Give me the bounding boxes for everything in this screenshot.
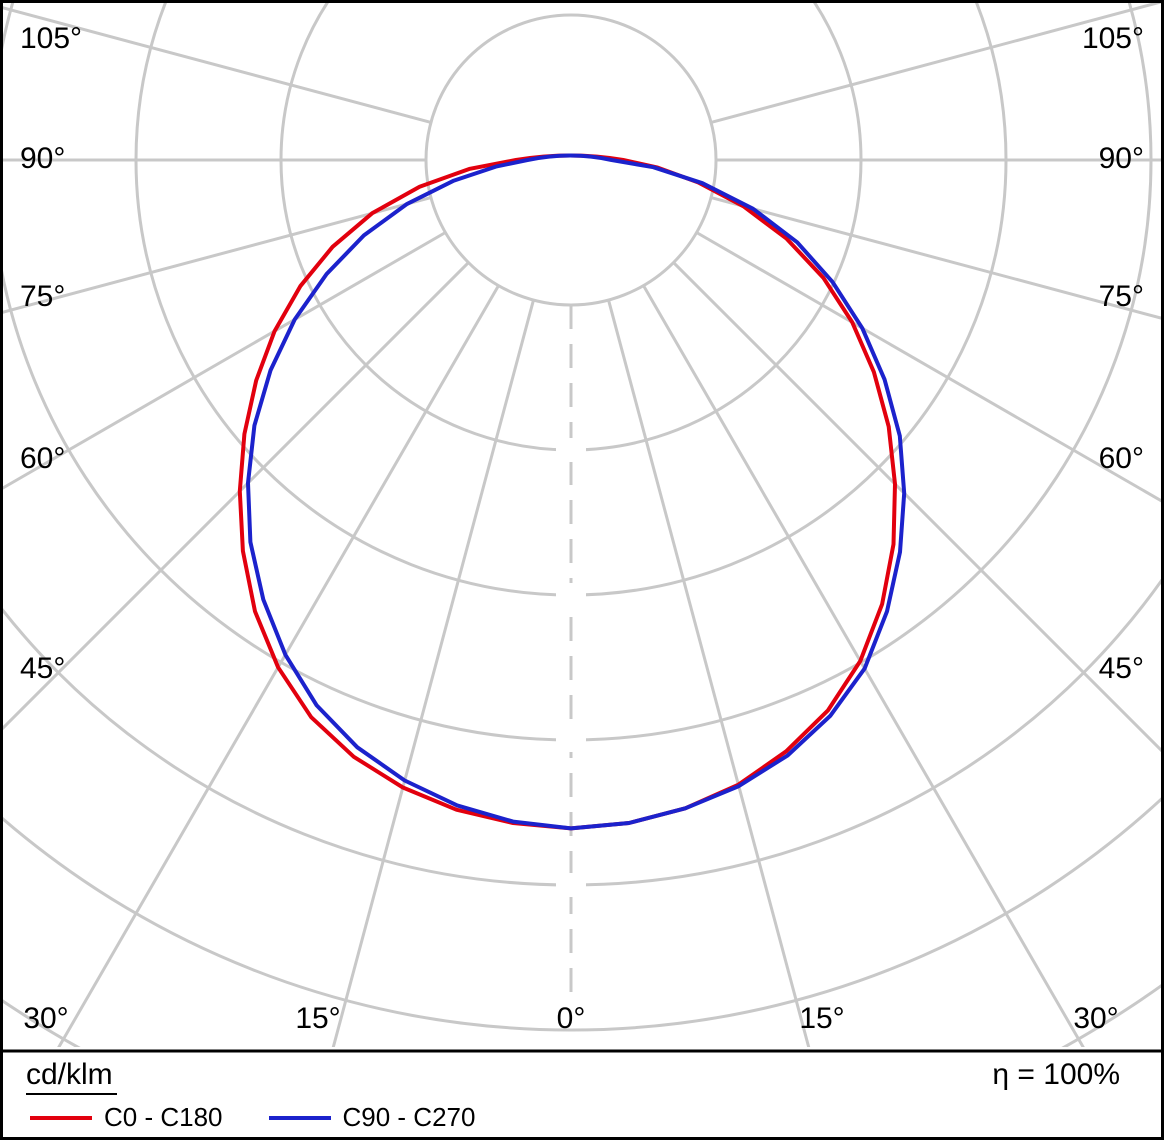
angle-tick-left: 90° <box>20 142 65 175</box>
legend-item-c0-c180: C0 - C180 <box>30 1102 223 1133</box>
angle-tick-right: 60° <box>1099 442 1144 475</box>
angle-tick-right: 45° <box>1099 652 1144 685</box>
legend-swatch-c90-c270 <box>268 1115 331 1120</box>
angle-tick-right: 90° <box>1099 142 1144 175</box>
angle-tick-right: 75° <box>1099 280 1144 313</box>
legend: C0 - C180 C90 - C270 <box>30 1102 475 1133</box>
angle-tick-left: 45° <box>20 652 65 685</box>
angle-tick-left: 105° <box>20 22 82 55</box>
legend-label-c0-c180: C0 - C180 <box>104 1102 223 1132</box>
angle-tick-right: 105° <box>1082 22 1144 55</box>
angle-tick-bottom: 30° <box>23 1002 68 1035</box>
legend-item-c90-c270: C90 - C270 <box>268 1102 476 1133</box>
legend-label-c90-c270: C90 - C270 <box>342 1102 476 1132</box>
legend-swatch-c0-c180 <box>30 1115 92 1120</box>
angle-tick-bottom: 0° <box>557 1002 586 1035</box>
angle-tick-bottom: 15° <box>295 1002 340 1035</box>
angle-tick-left: 60° <box>20 442 65 475</box>
angle-tick-bottom: 30° <box>1073 1002 1118 1035</box>
unit-label: cd/klm <box>26 1058 117 1095</box>
efficiency-value: η = 100% <box>992 1058 1120 1091</box>
angle-tick-bottom: 15° <box>799 1002 844 1035</box>
curve-c90-c270 <box>246 153 907 831</box>
angle-tick-left: 75° <box>20 280 65 313</box>
